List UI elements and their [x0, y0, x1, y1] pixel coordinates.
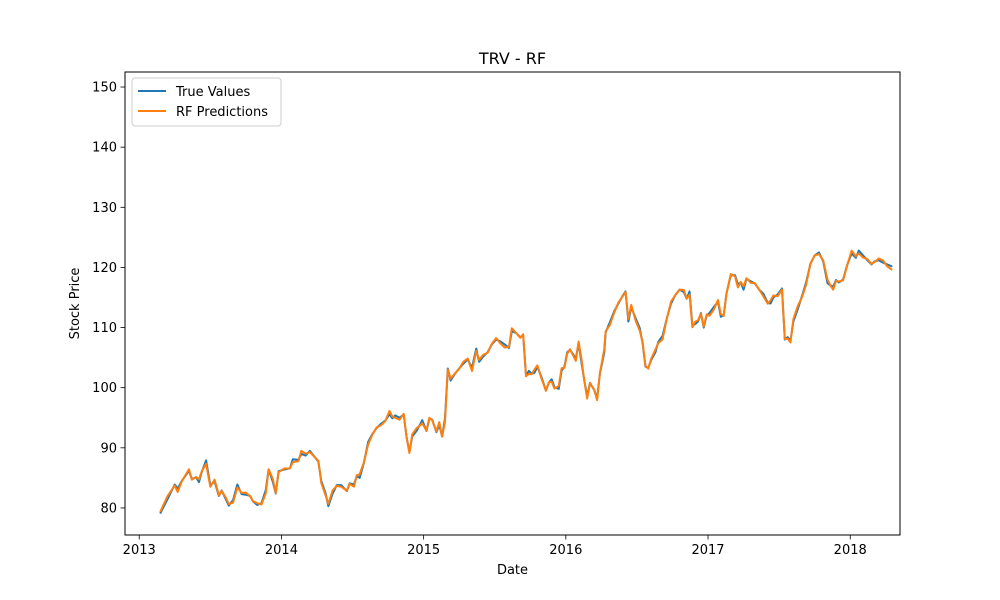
- x-tick-label: 2015: [407, 543, 440, 558]
- y-tick-label: 100: [92, 381, 117, 396]
- x-tick-label: 2014: [265, 543, 298, 558]
- legend: True Values RF Predictions: [131, 77, 282, 127]
- series-line-rf-predictions: [159, 249, 893, 513]
- x-tick-label: 2017: [691, 543, 724, 558]
- y-tick-label: 130: [92, 201, 117, 216]
- x-tick-label: 2013: [123, 543, 156, 558]
- y-tick-label: 140: [92, 141, 117, 156]
- legend-box: [131, 77, 282, 127]
- series-layer: [159, 249, 893, 514]
- chart-title: TRV - RF: [478, 49, 546, 68]
- y-tick-label: 90: [100, 441, 117, 456]
- x-axis: 2013 2014 2015 2016 2017 2018: [123, 535, 867, 558]
- y-axis: 80 90 100 110 120 130 140 150: [92, 81, 125, 516]
- x-tick-label: 2018: [834, 543, 867, 558]
- y-tick-label: 120: [92, 261, 117, 276]
- y-tick-label: 80: [100, 501, 117, 516]
- x-tick-label: 2016: [549, 543, 582, 558]
- legend-label-true-values: True Values: [175, 85, 250, 100]
- x-axis-label: Date: [497, 563, 528, 578]
- legend-label-rf-predictions: RF Predictions: [176, 105, 268, 120]
- y-tick-label: 150: [92, 81, 117, 96]
- y-axis-label: Stock Price: [68, 268, 83, 340]
- y-tick-label: 110: [92, 321, 117, 336]
